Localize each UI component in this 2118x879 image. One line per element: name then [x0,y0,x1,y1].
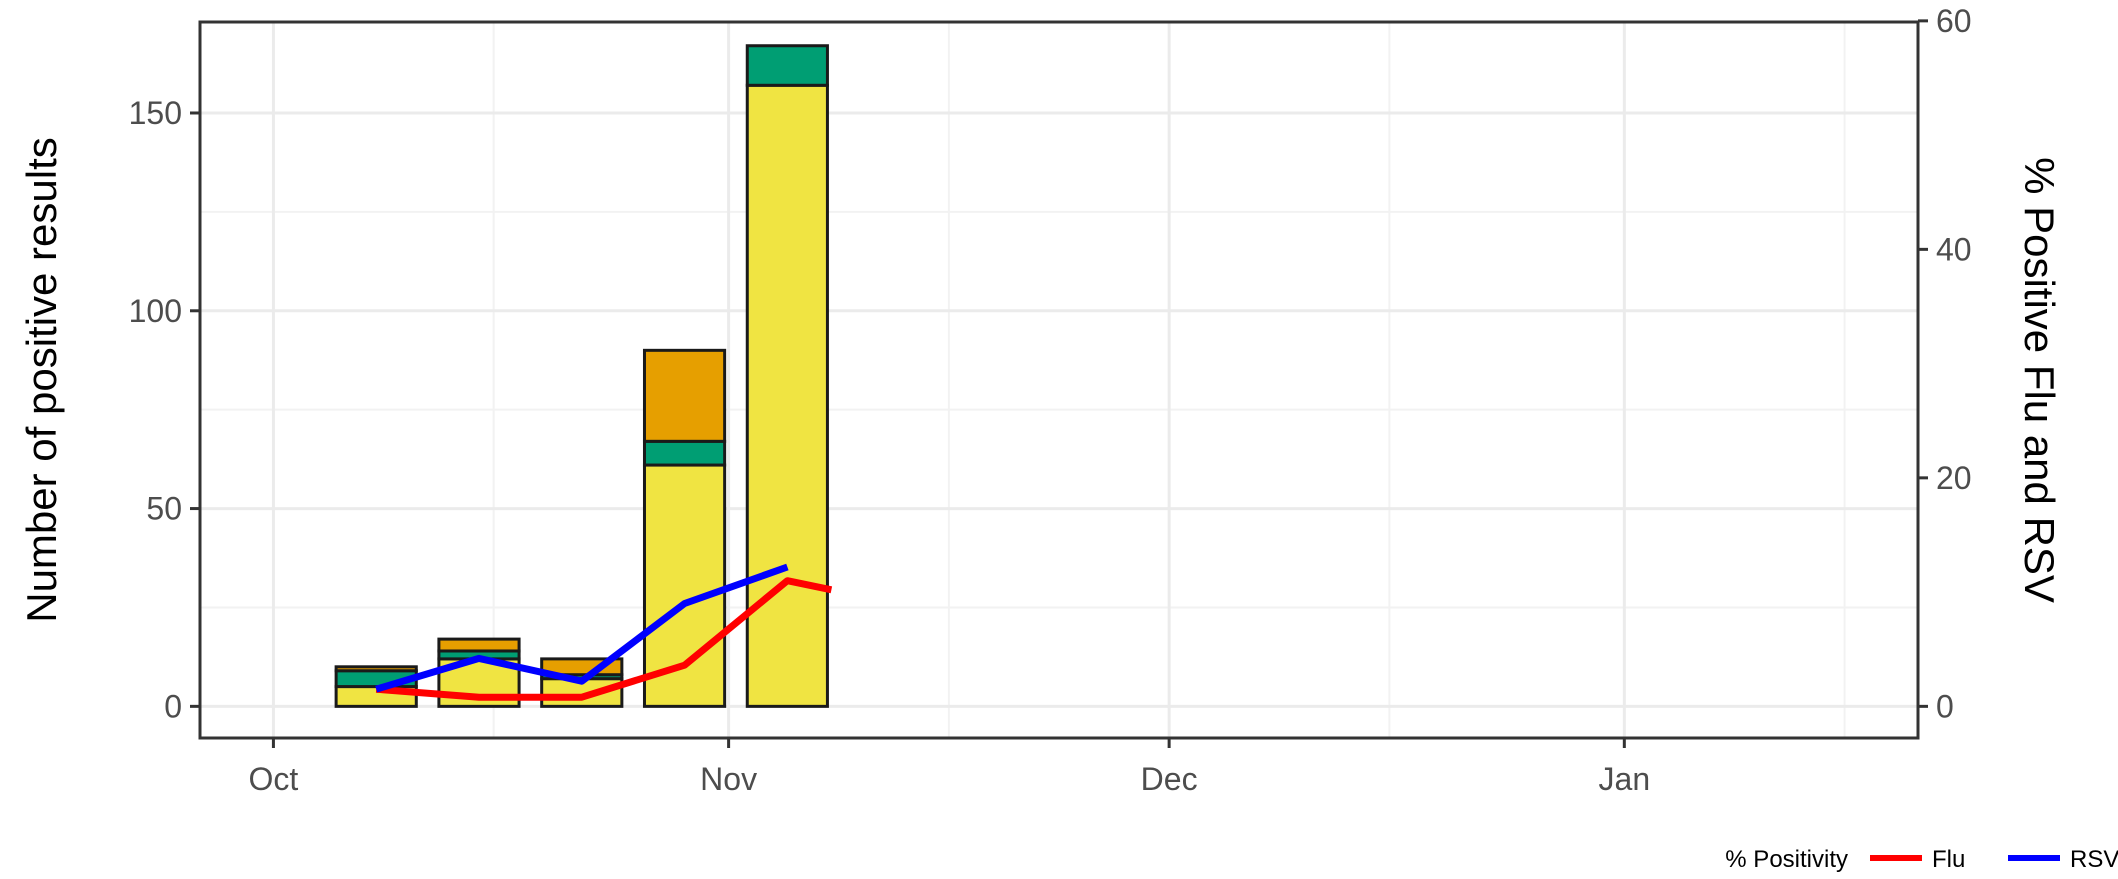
legend-label-rsv: RSV [2070,846,2118,873]
legend-title: % Positivity [1725,846,1848,873]
line-flu [375,577,833,701]
y2-tick-label: 60 [1936,3,1972,39]
y-tick-label: 0 [164,688,182,724]
bar-segment [745,44,829,87]
left-axis: 0 50 100 150 [129,95,200,724]
right-axis: 0 20 40 60 [1918,3,1972,724]
legend: % Positivity Flu RSV [1725,846,2118,873]
bar-segment [642,463,727,708]
bottom-axis: Oct Nov Dec Jan [249,738,1651,797]
plot-border [198,20,1920,740]
y2-tick-label: 40 [1936,231,1972,267]
y-tick-label: 150 [129,95,182,131]
bar-segment [334,665,418,673]
x-tick-label: Nov [700,761,757,797]
y2-tick-label: 20 [1936,460,1972,496]
bar-segment [437,637,521,653]
legend-label-flu: Flu [1932,846,1965,873]
y2-axis-title: % Positive Flu and RSV [2016,157,2063,603]
bar-segment [745,83,829,708]
y2-tick-label: 0 [1936,688,1954,724]
y-axis-title: Number of positive results [18,137,65,623]
x-tick-label: Oct [249,761,299,797]
plot-panel [200,22,1918,738]
x-tick-label: Dec [1141,761,1198,797]
bar-segment [642,439,727,467]
lines [375,563,833,701]
line-rsv [375,563,789,693]
x-tick-label: Jan [1599,761,1651,797]
bar-segment [642,348,727,443]
y-tick-label: 100 [129,293,182,329]
bars [334,44,829,708]
y-tick-label: 50 [146,491,182,527]
